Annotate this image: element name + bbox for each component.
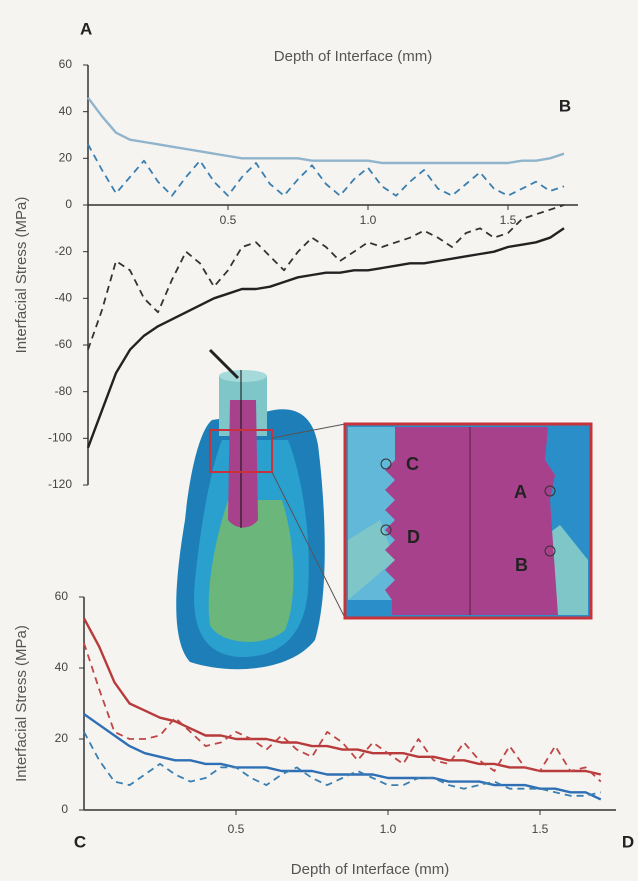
series-line — [88, 144, 564, 195]
x-tick-label: 1.0 — [380, 822, 397, 836]
x-tick-label: 1.5 — [500, 213, 517, 227]
point-label: C — [406, 454, 419, 474]
y-tick-label: 60 — [55, 589, 69, 603]
x-tick-label: 0.5 — [220, 213, 237, 227]
implant — [228, 400, 258, 528]
panel-label: C — [74, 832, 86, 851]
y-tick-label: 20 — [55, 731, 69, 745]
point-label: B — [515, 555, 528, 575]
series-line — [88, 205, 564, 350]
series-line — [84, 714, 601, 799]
y-tick-label: -40 — [55, 291, 73, 305]
x-tick-label: 1.0 — [360, 213, 377, 227]
panel-label: A — [80, 19, 92, 38]
x-tick-label: 0.5 — [228, 822, 245, 836]
y-tick-label: -120 — [48, 477, 72, 491]
panel-label: B — [559, 96, 571, 115]
abutment-top — [219, 370, 267, 382]
y-axis-label: Interfacial Stress (MPa) — [13, 197, 30, 354]
x-axis-label: Depth of Interface (mm) — [274, 48, 432, 65]
y-axis-label: Interfacial Stress (MPa) — [13, 625, 30, 782]
page: C D A B -120 -100 -80 -60 -40 -20 0 20 40 60 0.5 1.… — [0, 0, 638, 881]
figure: C D A B -120 -100 -80 -60 -40 -20 0 20 40 60 0.5 1.… — [0, 0, 638, 881]
x-axis-label: Depth of Interface (mm) — [291, 861, 449, 878]
y-tick-label: 60 — [59, 57, 73, 71]
y-tick-label: -80 — [55, 384, 73, 398]
panel-label: D — [622, 832, 634, 851]
y-tick-label: 40 — [55, 660, 69, 674]
y-tick-label: -60 — [55, 337, 73, 351]
y-tick-label: 40 — [59, 104, 73, 118]
series-line — [88, 98, 564, 163]
y-tick-label: -100 — [48, 431, 72, 445]
series-line — [84, 643, 601, 782]
y-tick-label: 20 — [59, 151, 73, 165]
implant-diagram: C D A B — [176, 350, 591, 669]
point-label: D — [407, 527, 420, 547]
series-line — [88, 228, 564, 447]
y-tick-label: 0 — [65, 197, 72, 211]
y-tick-label: -20 — [55, 244, 73, 258]
series-line — [84, 618, 601, 774]
y-tick-label: 0 — [61, 802, 68, 816]
point-label: A — [514, 482, 527, 502]
x-tick-label: 1.5 — [532, 822, 549, 836]
